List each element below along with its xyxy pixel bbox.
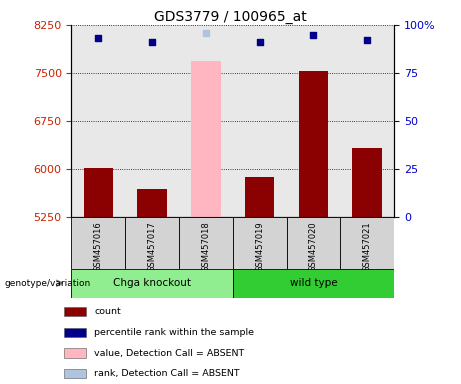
FancyBboxPatch shape — [233, 217, 287, 269]
Text: genotype/variation: genotype/variation — [5, 279, 91, 288]
Text: value, Detection Call = ABSENT: value, Detection Call = ABSENT — [94, 349, 244, 358]
Text: wild type: wild type — [290, 278, 337, 288]
Text: GSM457018: GSM457018 — [201, 221, 210, 272]
FancyBboxPatch shape — [64, 328, 86, 337]
FancyBboxPatch shape — [233, 269, 394, 298]
Point — [95, 35, 102, 41]
Point — [202, 30, 210, 36]
Text: count: count — [94, 307, 121, 316]
Bar — [353, 148, 382, 217]
Bar — [137, 189, 167, 217]
FancyBboxPatch shape — [125, 217, 179, 269]
Text: GSM457019: GSM457019 — [255, 221, 264, 272]
Bar — [245, 177, 274, 217]
Text: GSM457016: GSM457016 — [94, 221, 103, 272]
Text: GDS3779 / 100965_at: GDS3779 / 100965_at — [154, 10, 307, 23]
Bar — [191, 61, 221, 217]
Text: GSM457021: GSM457021 — [363, 221, 372, 272]
FancyBboxPatch shape — [71, 217, 125, 269]
FancyBboxPatch shape — [287, 217, 340, 269]
Bar — [299, 71, 328, 217]
Text: GSM457017: GSM457017 — [148, 221, 157, 272]
Text: rank, Detection Call = ABSENT: rank, Detection Call = ABSENT — [94, 369, 240, 378]
FancyBboxPatch shape — [64, 348, 86, 358]
Bar — [83, 168, 113, 217]
FancyBboxPatch shape — [179, 217, 233, 269]
Text: percentile rank within the sample: percentile rank within the sample — [94, 328, 254, 337]
FancyBboxPatch shape — [64, 307, 86, 316]
FancyBboxPatch shape — [340, 217, 394, 269]
Text: GSM457020: GSM457020 — [309, 221, 318, 272]
Text: Chga knockout: Chga knockout — [113, 278, 191, 288]
Point — [364, 37, 371, 43]
FancyBboxPatch shape — [64, 369, 86, 378]
FancyBboxPatch shape — [71, 269, 233, 298]
Point — [310, 31, 317, 38]
Point — [148, 39, 156, 45]
Point — [256, 39, 263, 45]
